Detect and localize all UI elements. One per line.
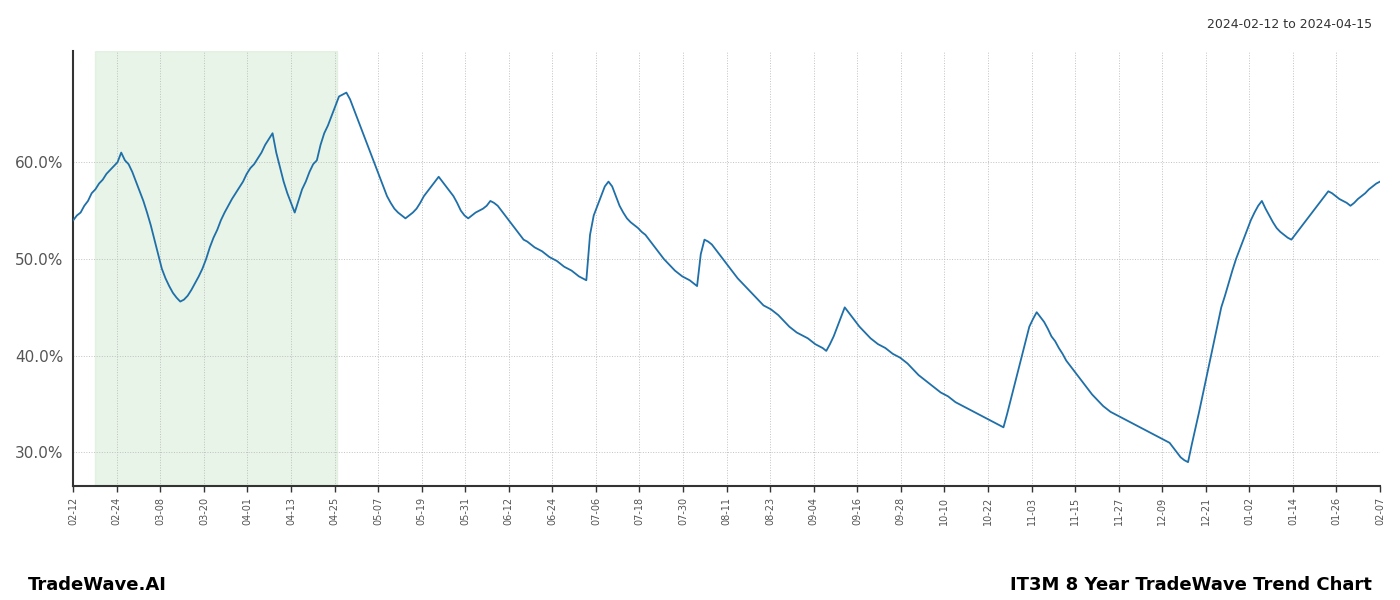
- Bar: [95, 51, 337, 487]
- Text: 2024-02-12 to 2024-04-15: 2024-02-12 to 2024-04-15: [1207, 18, 1372, 31]
- Text: TradeWave.AI: TradeWave.AI: [28, 576, 167, 594]
- Text: IT3M 8 Year TradeWave Trend Chart: IT3M 8 Year TradeWave Trend Chart: [1011, 576, 1372, 594]
